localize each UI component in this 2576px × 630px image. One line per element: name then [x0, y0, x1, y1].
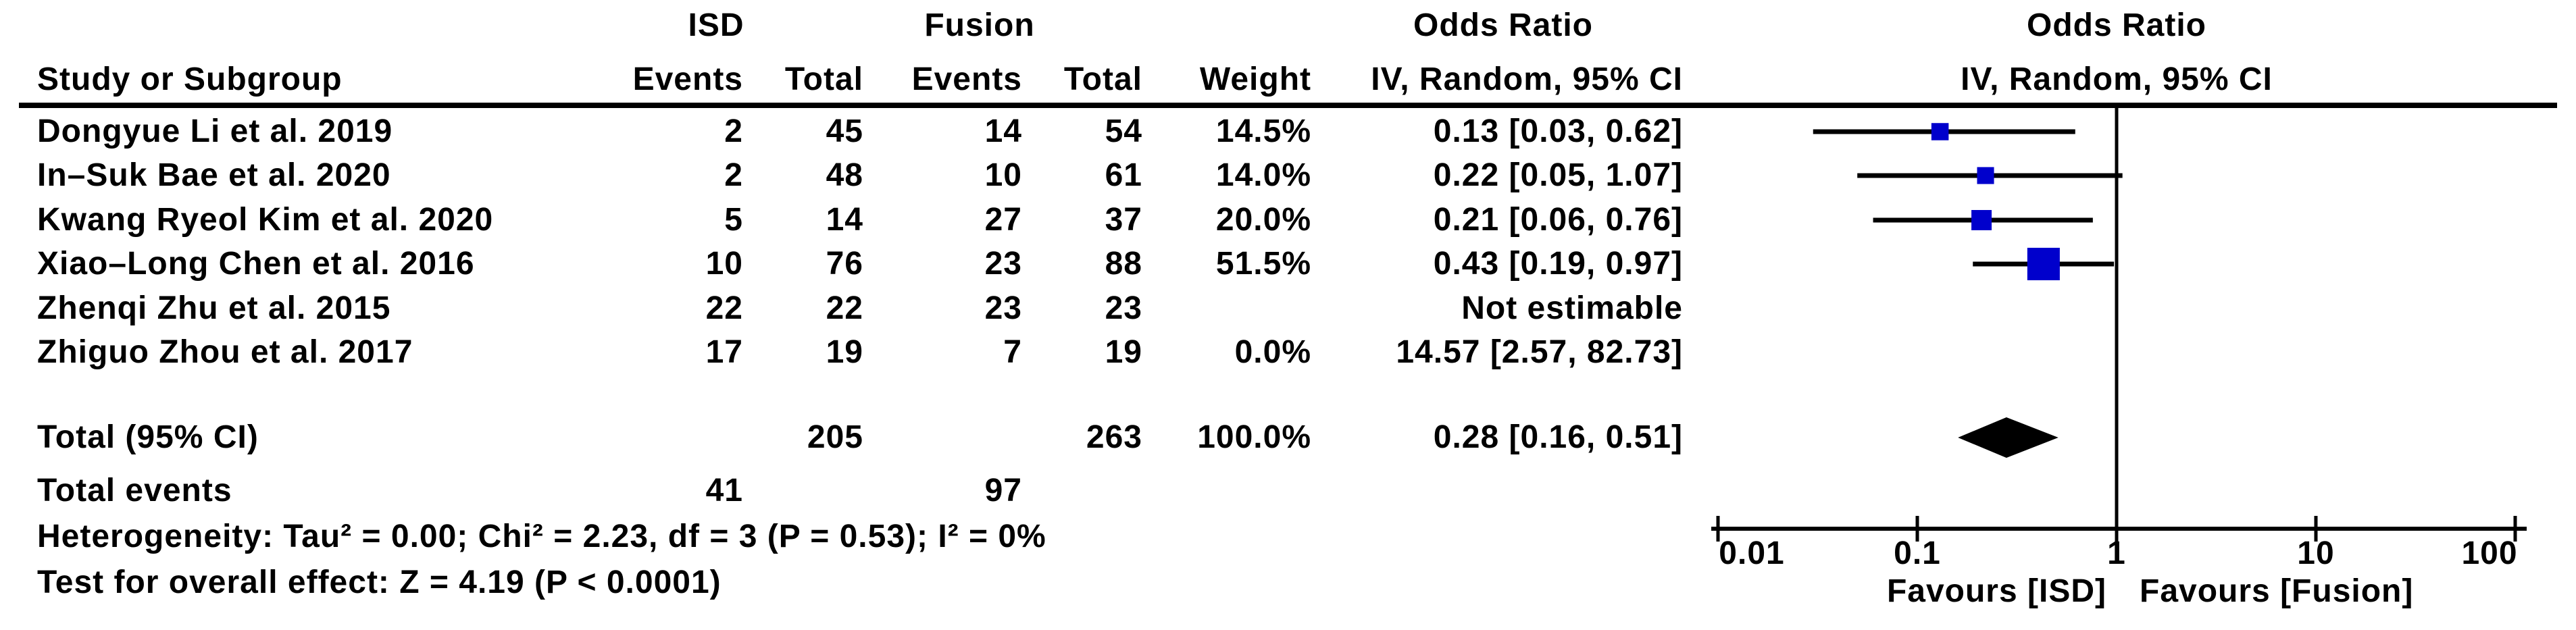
group-fusion-label: Fusion	[924, 7, 1035, 43]
effect-square	[2027, 247, 2060, 281]
x-axis-tick	[2314, 516, 2318, 542]
favours-isd-label: Favours [ISD]	[1886, 573, 2106, 609]
study-name: Zhenqi Zhu et al. 2015	[37, 290, 391, 326]
or-ci-value: 0.13 [0.03, 0.62]	[1433, 113, 1683, 149]
x-axis-tick	[1915, 516, 1919, 542]
no-effect-line	[2115, 105, 2119, 529]
pooled-effect-diamond	[1958, 417, 2059, 458]
isd-total-header: Total	[784, 61, 863, 97]
isd-events-value: 2	[724, 157, 743, 193]
group-isd-label: ISD	[688, 7, 744, 43]
fusion-total-header: Total	[1063, 61, 1142, 97]
total-weight: 100.0%	[1197, 419, 1311, 455]
odds-ratio-plot-label: Odds Ratio	[2026, 7, 2207, 43]
header-group-row: ISD Fusion Odds Ratio Odds Ratio	[0, 7, 2576, 45]
weight-value: 51.5%	[1215, 246, 1311, 282]
or-ci-value: 0.21 [0.06, 0.76]	[1433, 202, 1683, 238]
isd-events-header: Events	[632, 61, 743, 97]
total-events-label: Total events	[37, 473, 232, 508]
total-isd-n: 205	[807, 419, 863, 455]
odds-ratio-column-label: Odds Ratio	[1413, 7, 1594, 43]
weight-value: 20.0%	[1215, 202, 1311, 238]
weight-value: 14.0%	[1215, 157, 1311, 193]
isd-total-value: 76	[826, 246, 863, 282]
effect-square	[1931, 123, 1949, 140]
header-columns-row: Study or Subgroup Events Total Events To…	[0, 61, 2576, 99]
isd-total-value: 22	[826, 290, 863, 326]
isd-total-value: 45	[826, 113, 863, 149]
heterogeneity-row: Heterogeneity: Tau² = 0.00; Chi² = 2.23,…	[0, 518, 2576, 556]
study-row: Kwang Ryeol Kim et al. 2020 5 14 27 37 2…	[0, 201, 2576, 239]
or-method-plot-header: IV, Random, 95% CI	[1961, 61, 2273, 97]
isd-total-value: 19	[826, 334, 863, 370]
fusion-total-value: 37	[1105, 202, 1142, 238]
study-row: Dongyue Li et al. 2019 2 45 14 54 14.5% …	[0, 113, 2576, 151]
fusion-events-value: 23	[984, 246, 1022, 282]
weight-value: 14.5%	[1215, 113, 1311, 149]
isd-events-value: 17	[705, 334, 743, 370]
or-ci-value: 14.57 [2.57, 82.73]	[1396, 334, 1683, 370]
weight-header: Weight	[1199, 61, 1311, 97]
fusion-events-value: 27	[984, 202, 1022, 238]
study-name: Kwang Ryeol Kim et al. 2020	[37, 202, 494, 238]
isd-events-value: 10	[705, 246, 743, 282]
header-rule	[19, 103, 2557, 108]
heterogeneity-text: Heterogeneity: Tau² = 0.00; Chi² = 2.23,…	[37, 519, 1046, 554]
fusion-events-value: 10	[984, 157, 1022, 193]
study-column-header: Study or Subgroup	[37, 61, 343, 97]
or-ci-value: 0.43 [0.19, 0.97]	[1433, 246, 1683, 282]
study-name: Zhiguo Zhou et al. 2017	[37, 334, 413, 370]
isd-total-value: 14	[826, 202, 863, 238]
overall-effect-row: Test for overall effect: Z = 4.19 (P < 0…	[0, 564, 2576, 602]
x-axis-tick	[2513, 516, 2517, 542]
study-name: Xiao–Long Chen et al. 2016	[37, 246, 475, 282]
total-label: Total (95% CI)	[37, 419, 259, 455]
fusion-events-header: Events	[911, 61, 1022, 97]
study-row: Xiao–Long Chen et al. 2016 10 76 23 88 5…	[0, 245, 2576, 283]
isd-events-value: 2	[724, 113, 743, 149]
favours-fusion-label: Favours [Fusion]	[2140, 573, 2414, 609]
or-ci-value: Not estimable	[1461, 290, 1683, 326]
weight-value: 0.0%	[1234, 334, 1311, 370]
total-or-ci: 0.28 [0.16, 0.51]	[1433, 419, 1683, 455]
fusion-events-value: 23	[984, 290, 1022, 326]
isd-total-value: 48	[826, 157, 863, 193]
total-events-row: Total events 41 97	[0, 472, 2576, 510]
study-row: Zhiguo Zhou et al. 2017 17 19 7 19 0.0% …	[0, 334, 2576, 371]
fusion-events-value: 14	[984, 113, 1022, 149]
overall-effect-text: Test for overall effect: Z = 4.19 (P < 0…	[37, 565, 722, 600]
total-events-isd: 41	[705, 473, 743, 508]
effect-square	[1977, 167, 1994, 184]
x-axis-tick	[2115, 516, 2119, 542]
total-row: Total (95% CI) 205 263 100.0% 0.28 [0.16…	[0, 419, 2576, 456]
x-axis-tick	[1716, 516, 1720, 542]
axis-tick-label-100: 100	[2461, 535, 2518, 571]
fusion-total-value: 54	[1105, 113, 1142, 149]
fusion-total-value: 23	[1105, 290, 1142, 326]
total-fusion-n: 263	[1086, 419, 1142, 455]
isd-events-value: 5	[724, 202, 743, 238]
isd-events-value: 22	[705, 290, 743, 326]
fusion-events-value: 7	[1003, 334, 1022, 370]
fusion-total-value: 19	[1105, 334, 1142, 370]
study-row: In–Suk Bae et al. 2020 2 48 10 61 14.0% …	[0, 157, 2576, 194]
fusion-total-value: 61	[1105, 157, 1142, 193]
study-name: Dongyue Li et al. 2019	[37, 113, 393, 149]
total-events-fusion: 97	[984, 473, 1022, 508]
effect-square	[1971, 210, 1992, 230]
axis-tick-label-0.01: 0.01	[1719, 535, 1785, 571]
or-ci-value: 0.22 [0.05, 1.07]	[1433, 157, 1683, 193]
study-name: In–Suk Bae et al. 2020	[37, 157, 391, 193]
study-row: Zhenqi Zhu et al. 2015 22 22 23 23 Not e…	[0, 290, 2576, 327]
fusion-total-value: 88	[1105, 246, 1142, 282]
x-axis-line	[1711, 527, 2527, 531]
or-method-header: IV, Random, 95% CI	[1371, 61, 1683, 97]
